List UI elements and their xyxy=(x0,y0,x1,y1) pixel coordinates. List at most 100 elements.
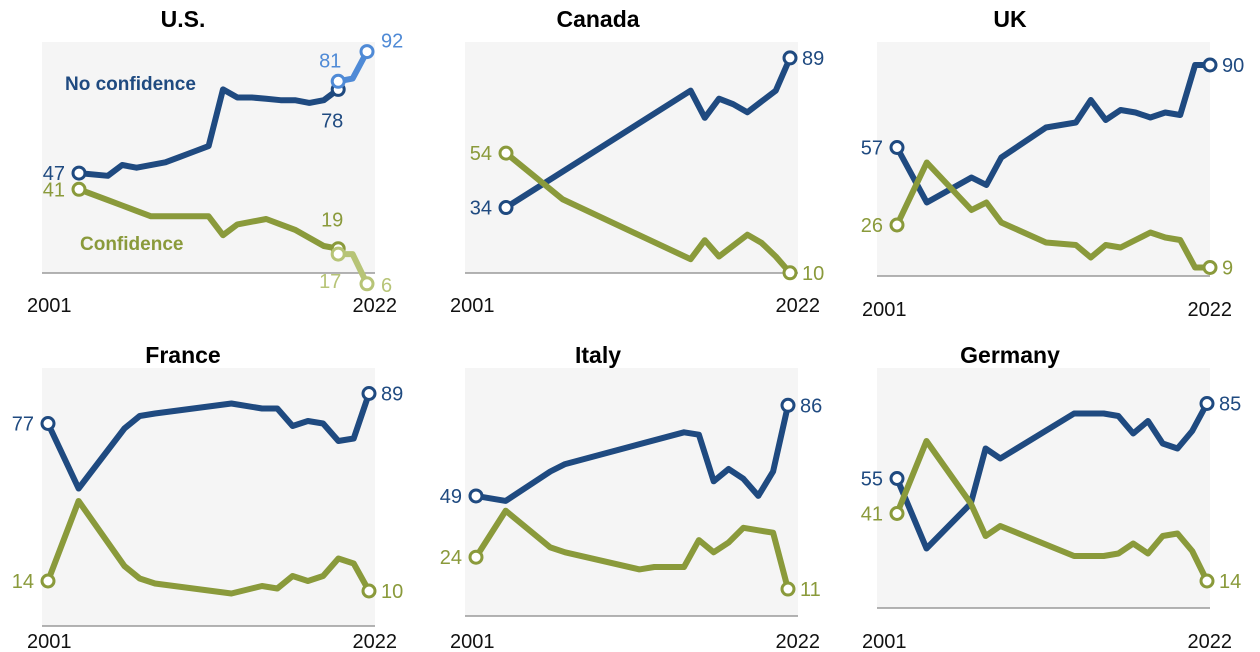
end-value-label: 89 xyxy=(802,48,824,70)
start-value-label: 41 xyxy=(861,504,883,526)
start-point-marker xyxy=(889,471,905,486)
series-line-no-confidence xyxy=(894,400,1210,552)
x-tick-label-end: 2022 xyxy=(1188,299,1233,321)
x-tick-label-end: 2022 xyxy=(353,631,398,652)
start-point-marker xyxy=(40,573,56,589)
start-point-marker xyxy=(889,140,905,155)
x-tick-label-start: 2001 xyxy=(450,631,495,652)
x-tick-label-start: 2001 xyxy=(450,295,495,317)
chart-italy: 2001 2022 49 86 24 11 xyxy=(440,368,822,652)
x-tick-label-end: 2022 xyxy=(353,295,398,317)
start-value-label: 34 xyxy=(470,198,492,220)
end-point-marker xyxy=(780,397,796,413)
end-value-label: 14 xyxy=(1219,571,1241,593)
start-point-marker xyxy=(498,145,514,161)
panel-us: U.S. 2001 2022 47 78 41 19 81 92 17 6 No confidenc… xyxy=(25,0,425,326)
end-value-label: 6 xyxy=(381,275,392,297)
end-value-label: 90 xyxy=(1222,55,1244,77)
start-value-label: 17 xyxy=(319,271,341,293)
start-point-marker xyxy=(468,488,484,504)
panel-canada: Canada 2001 2022 34 89 54 10 xyxy=(448,0,848,326)
end-point-marker xyxy=(1199,573,1215,589)
chart-germany: 2001 2022 55 85 41 14 xyxy=(861,368,1241,652)
panel-germany: Germany 2001 2022 55 85 41 14 xyxy=(860,326,1260,652)
start-value-label: 49 xyxy=(440,486,462,508)
start-value-label: 77 xyxy=(12,414,34,436)
plot-background xyxy=(877,368,1210,608)
series-label-confidence: Confidence xyxy=(80,234,183,255)
panel-title: Canada xyxy=(556,6,640,32)
series-line-confidence xyxy=(894,159,1213,271)
end-point-marker xyxy=(1202,57,1218,73)
panel-france: France 2001 2022 77 89 14 10 xyxy=(12,326,425,652)
end-point-marker xyxy=(782,50,798,66)
series-line-no-confidence xyxy=(45,390,372,492)
start-value-label: 47 xyxy=(43,163,65,185)
panel-title: France xyxy=(145,342,221,368)
series-label-no-confidence: No confidence xyxy=(65,74,196,95)
x-tick-label-start: 2001 xyxy=(862,631,907,652)
x-tick-label-end: 2022 xyxy=(776,631,821,652)
chart-us: 2001 2022 47 78 41 19 81 92 17 6 No confidence Conf… xyxy=(27,31,403,317)
end-value-label: 92 xyxy=(381,31,403,53)
end-point-marker xyxy=(361,583,377,599)
plot-background xyxy=(42,42,375,273)
end-point-marker xyxy=(1202,260,1218,275)
start-value-label: 14 xyxy=(12,571,34,593)
series-line-confidence xyxy=(503,150,793,276)
start-point-marker xyxy=(71,181,87,197)
start-value-label: 24 xyxy=(440,547,462,569)
series-line-confidence xyxy=(76,186,342,252)
start-point-marker xyxy=(330,73,346,89)
x-tick-label-start: 2001 xyxy=(862,299,907,321)
x-tick-label-end: 2022 xyxy=(776,295,821,317)
end-value-label: 89 xyxy=(381,384,403,406)
start-point-marker xyxy=(498,200,514,216)
start-value-label: 81 xyxy=(319,50,341,72)
end-value-label: 11 xyxy=(800,579,821,601)
plot-background xyxy=(42,368,375,626)
chart-france: 2001 2022 77 89 14 10 xyxy=(12,368,403,652)
end-value-label: 86 xyxy=(800,395,822,417)
series-line-confidence xyxy=(473,507,791,593)
end-point-marker xyxy=(359,44,375,60)
x-tick-label-start: 2001 xyxy=(27,295,72,317)
end-value-label: 10 xyxy=(802,263,824,285)
end-value-label: 9 xyxy=(1222,258,1233,280)
chart-uk: 2001 2022 57 90 26 9 xyxy=(861,42,1244,321)
panel-uk: UK 2001 2022 57 90 26 9 xyxy=(860,0,1260,326)
start-point-marker xyxy=(71,165,87,181)
end-point-marker xyxy=(780,581,796,597)
series-line-confidence xyxy=(45,498,372,597)
start-point-marker xyxy=(330,246,346,262)
panel-title: U.S. xyxy=(160,6,206,32)
start-value-label: 57 xyxy=(861,138,883,160)
end-value-label: 10 xyxy=(381,581,403,603)
end-value-label: 85 xyxy=(1219,394,1241,416)
start-value-label: 41 xyxy=(43,179,65,201)
end-point-marker xyxy=(1199,396,1215,411)
end-point-marker xyxy=(782,265,798,281)
start-point-marker xyxy=(468,549,484,565)
panel-title: Italy xyxy=(574,342,622,368)
panel-title: UK xyxy=(993,6,1027,32)
start-point-marker xyxy=(40,416,56,431)
start-point-marker xyxy=(889,217,905,233)
end-value-label: 78 xyxy=(321,110,343,132)
chart-canada: 2001 2022 34 89 54 10 xyxy=(450,42,824,317)
start-value-label: 54 xyxy=(470,143,492,165)
series-line-no-confidence xyxy=(503,54,793,211)
panel-italy: Italy 2001 2022 49 86 24 11 xyxy=(440,326,848,652)
panel-title: Germany xyxy=(960,342,1060,368)
end-point-marker xyxy=(359,276,375,292)
series-line-no-confidence xyxy=(894,62,1213,206)
series-line-no-confidence xyxy=(473,402,791,504)
x-tick-label-end: 2022 xyxy=(1188,631,1233,652)
series-line-no-confidence xyxy=(76,86,342,179)
series-line-confidence xyxy=(894,438,1210,584)
end-point-marker xyxy=(361,386,377,401)
start-value-label: 26 xyxy=(861,215,883,237)
start-point-marker xyxy=(889,506,905,521)
x-tick-label-start: 2001 xyxy=(27,631,72,652)
end-value-label: 19 xyxy=(321,210,343,232)
